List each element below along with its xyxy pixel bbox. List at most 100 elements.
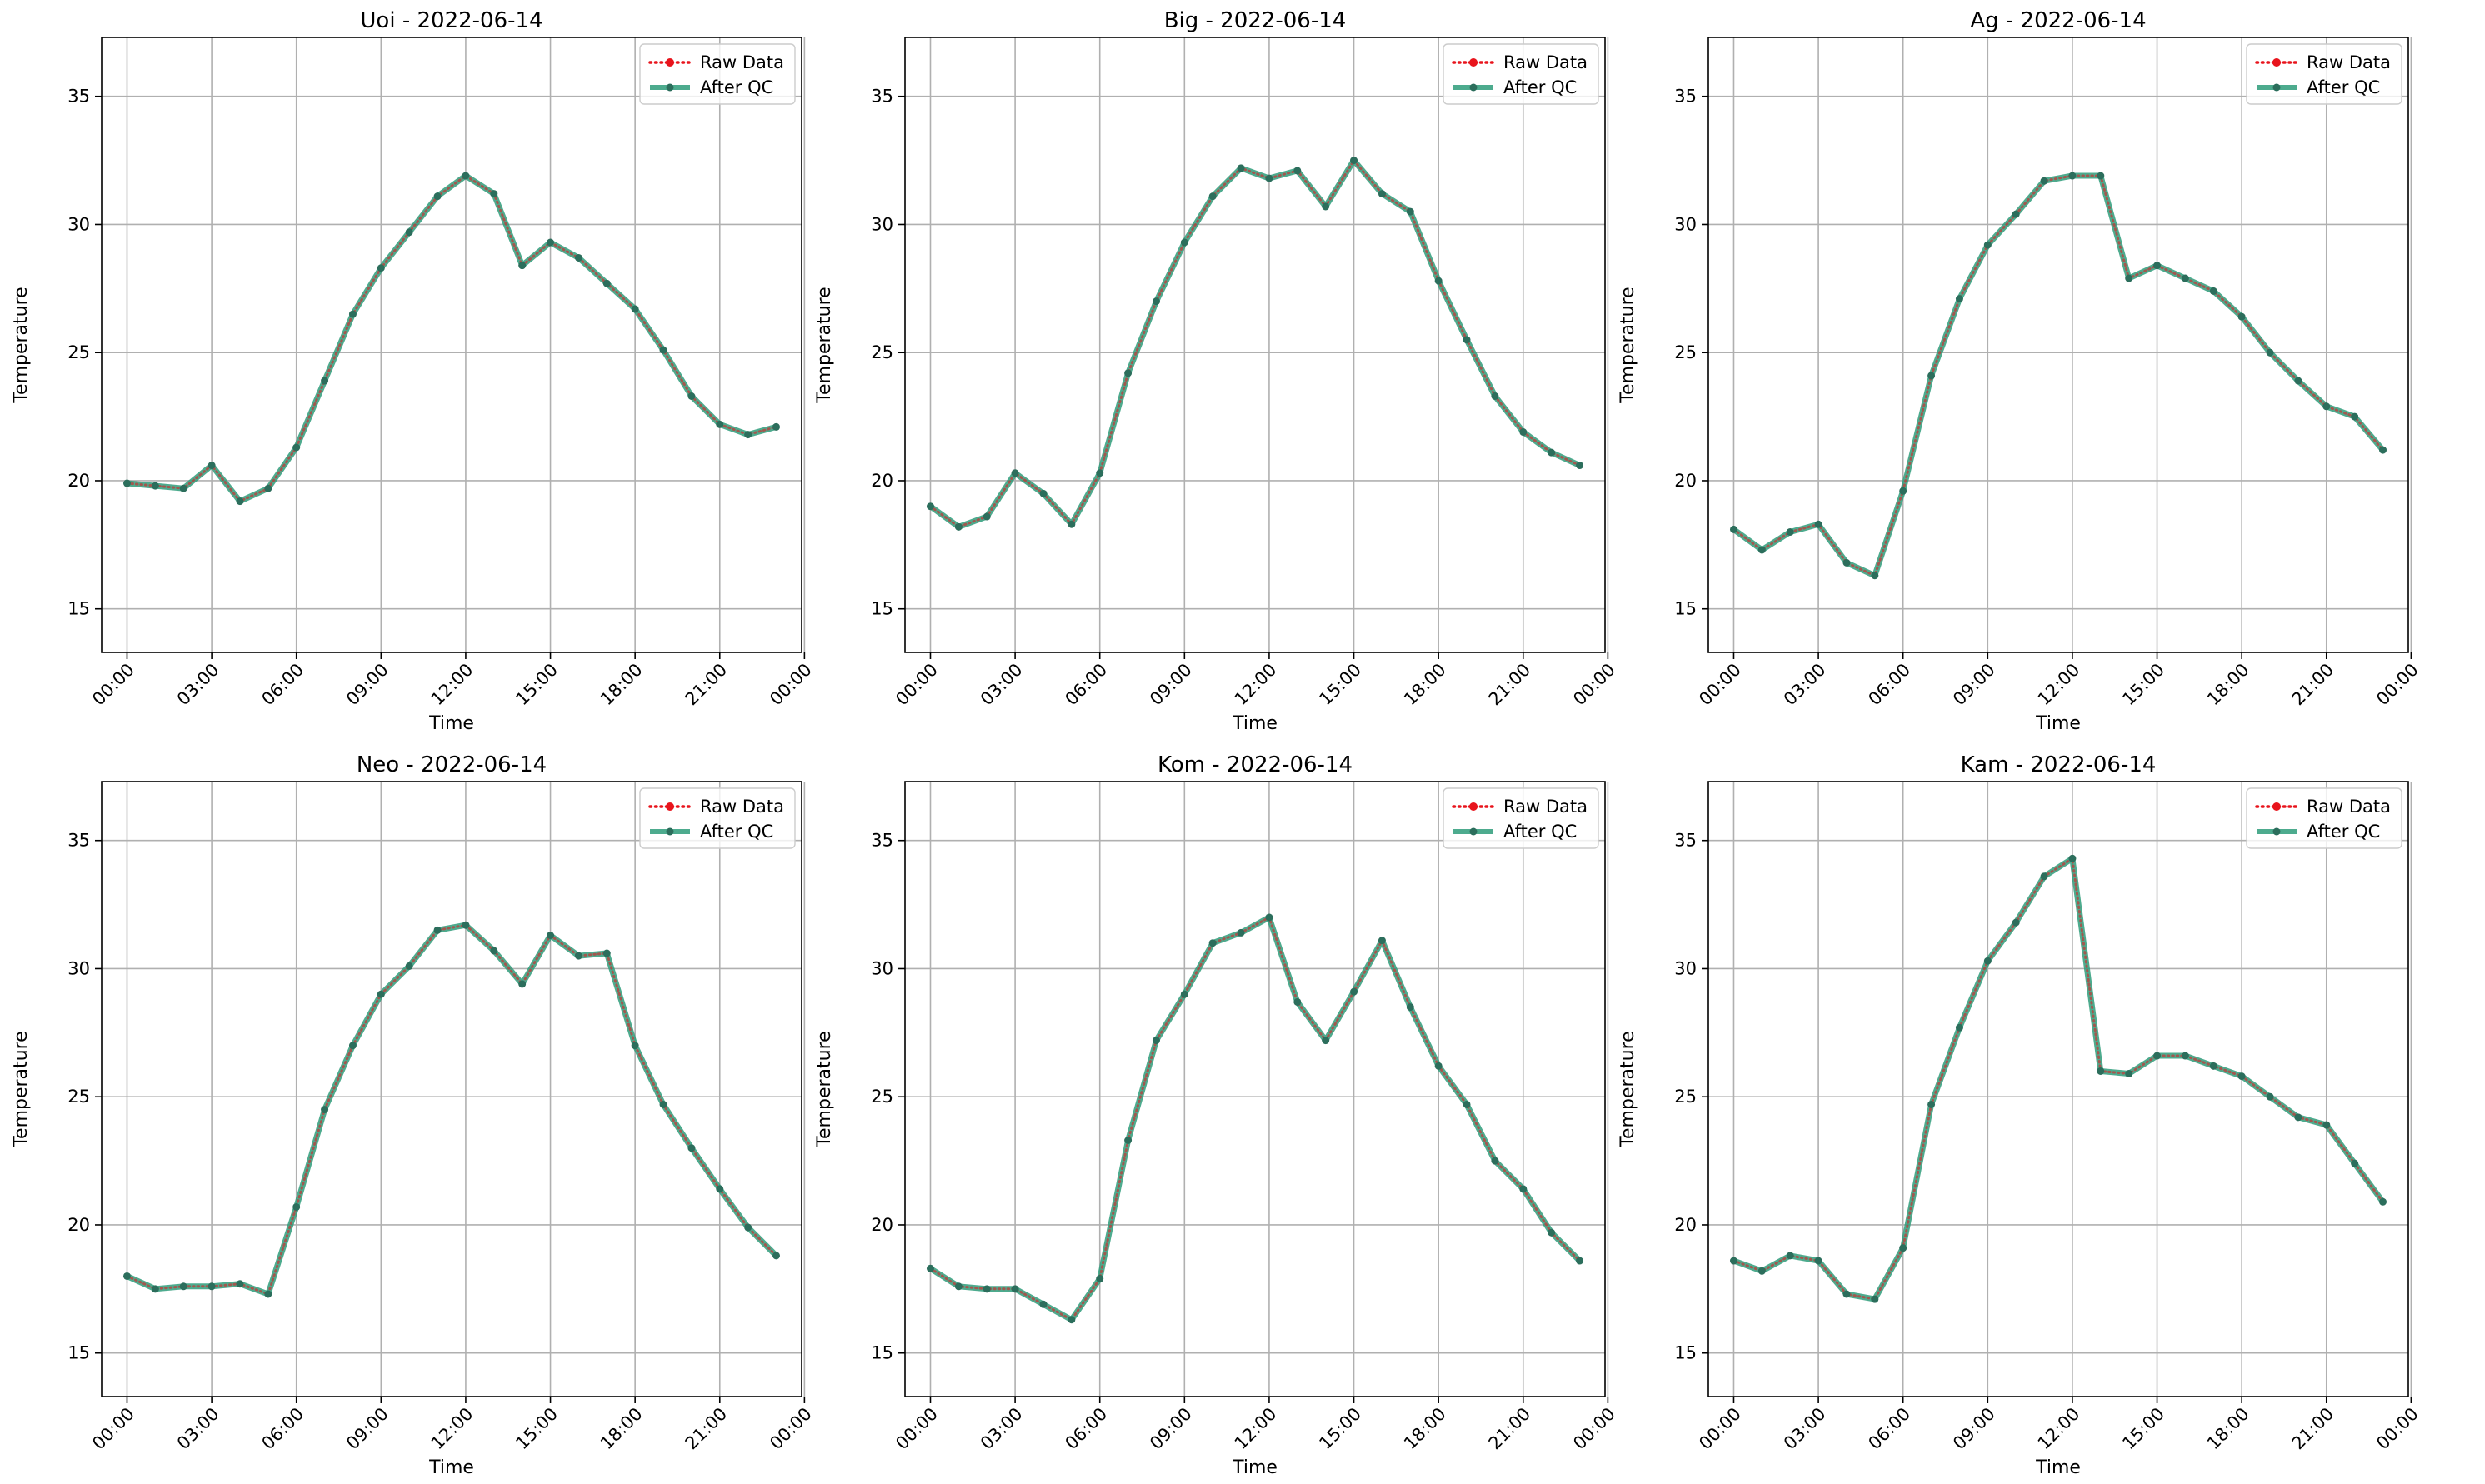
y-tick-label: 35 xyxy=(1674,87,1697,107)
data-point xyxy=(433,192,442,201)
data-point xyxy=(1899,1244,1908,1252)
data-point xyxy=(1237,928,1245,937)
x-tick-label: 18:00 xyxy=(1400,1404,1450,1454)
x-tick-label: 18:00 xyxy=(2203,660,2253,710)
x-tick-label: 15:00 xyxy=(512,1404,562,1454)
data-point xyxy=(2012,918,2020,927)
data-point xyxy=(292,443,301,452)
data-point xyxy=(1011,469,1019,477)
data-point xyxy=(1237,164,1245,172)
data-point xyxy=(1322,1037,1330,1045)
data-point xyxy=(1208,192,1217,201)
legend-marker-raw-data xyxy=(1469,58,1478,67)
x-tick-label: 12:00 xyxy=(2034,1404,2084,1454)
legend-label-raw-data: Raw Data xyxy=(2307,52,2391,72)
y-tick-label: 30 xyxy=(1674,214,1697,234)
x-tick-label: 06:00 xyxy=(258,660,308,710)
series-line-after-qc xyxy=(928,914,1582,1323)
y-tick-label: 20 xyxy=(68,1215,90,1235)
y-tick-label: 30 xyxy=(1674,958,1697,978)
data-point xyxy=(1096,469,1104,477)
legend-marker-raw-data xyxy=(2272,802,2281,811)
y-tick-label: 25 xyxy=(1674,1087,1697,1107)
y-tick-label: 25 xyxy=(68,342,90,362)
x-tick-label: 09:00 xyxy=(1146,1404,1196,1454)
chart-panel: 00:00 03:00 06:00 09:00 12:00 15:00 18:00 21:00… xyxy=(1618,752,2422,1478)
y-tick-label: 35 xyxy=(68,831,90,851)
data-point xyxy=(1814,1257,1822,1265)
data-point xyxy=(1378,937,1386,945)
data-point xyxy=(2209,287,2218,295)
data-point xyxy=(2294,1113,2302,1122)
y-axis-label: Temperature xyxy=(814,1031,835,1147)
series-line-raw-data xyxy=(929,915,1581,1322)
data-point xyxy=(574,952,582,960)
data-point xyxy=(1519,1185,1528,1193)
data-point xyxy=(631,1042,639,1050)
y-tick-label: 30 xyxy=(871,214,893,234)
series-line-raw-data xyxy=(1732,174,2384,577)
data-point xyxy=(1096,1275,1104,1283)
y-tick-label: 15 xyxy=(1674,1343,1697,1363)
data-point xyxy=(1124,369,1132,377)
x-tick-label: 12:00 xyxy=(2034,660,2084,710)
x-tick-label: 21:00 xyxy=(2288,660,2338,710)
data-point xyxy=(208,462,216,470)
plot-frame xyxy=(101,37,802,653)
x-tick-label: 00:00 xyxy=(2372,660,2422,710)
legend-marker-after-qc xyxy=(2272,83,2281,92)
x-tick-label: 12:00 xyxy=(428,660,478,710)
data-point xyxy=(1786,1252,1794,1260)
data-point xyxy=(1208,939,1217,947)
x-tick-label: 00:00 xyxy=(1695,1404,1745,1454)
data-point xyxy=(236,1280,244,1288)
data-point xyxy=(659,346,668,354)
x-tick-label: 15:00 xyxy=(1315,660,1365,710)
chart-panel: 00:00 03:00 06:00 09:00 12:00 15:00 18:00 21:00… xyxy=(814,752,1619,1478)
data-point xyxy=(2097,1067,2105,1075)
data-point xyxy=(377,264,385,272)
data-point xyxy=(1350,157,1358,165)
data-point xyxy=(405,962,413,970)
plot-frame xyxy=(101,781,802,1397)
data-point xyxy=(1519,428,1528,437)
data-point xyxy=(2266,348,2274,357)
x-tick-label: 03:00 xyxy=(1780,660,1830,710)
x-axis-label: Time xyxy=(2035,713,2081,734)
data-point xyxy=(2294,377,2302,385)
x-tick-label: 06:00 xyxy=(1061,1404,1111,1454)
y-tick-label: 20 xyxy=(871,471,893,491)
y-tick-label: 25 xyxy=(1674,342,1697,362)
data-point xyxy=(2153,262,2162,270)
data-point xyxy=(151,482,159,490)
data-point xyxy=(1180,238,1188,247)
data-point xyxy=(1928,1100,1936,1108)
data-point xyxy=(1548,1228,1556,1237)
data-point xyxy=(490,190,498,198)
data-point xyxy=(1576,462,1584,470)
data-point xyxy=(547,238,555,247)
x-axis-label: Time xyxy=(428,713,474,734)
y-axis-label: Temperature xyxy=(11,1031,32,1147)
x-tick-label: 18:00 xyxy=(597,660,647,710)
legend: Raw Data After QC xyxy=(1442,787,1599,849)
y-tick-label: 20 xyxy=(1674,1215,1697,1235)
x-tick-label: 00:00 xyxy=(1695,660,1745,710)
y-tick-label: 20 xyxy=(68,471,90,491)
legend-label-raw-data: Raw Data xyxy=(1503,52,1588,72)
chart-title: Ag - 2022-06-14 xyxy=(1970,8,2146,33)
legend-label-after-qc: After QC xyxy=(700,77,773,97)
legend: Raw Data After QC xyxy=(639,43,796,105)
chart-panel: 00:00 03:00 06:00 09:00 12:00 15:00 18:00 21:00… xyxy=(1618,8,2422,734)
data-point xyxy=(2322,1121,2331,1129)
legend-marker-raw-data xyxy=(1469,802,1478,811)
legend-marker-raw-data xyxy=(666,802,674,811)
data-point xyxy=(1378,190,1386,198)
data-point xyxy=(462,921,470,929)
data-point xyxy=(1729,1257,1738,1265)
data-point xyxy=(348,1042,357,1050)
data-point xyxy=(1152,1037,1160,1045)
data-point xyxy=(433,926,442,934)
x-tick-label: 18:00 xyxy=(597,1404,647,1454)
